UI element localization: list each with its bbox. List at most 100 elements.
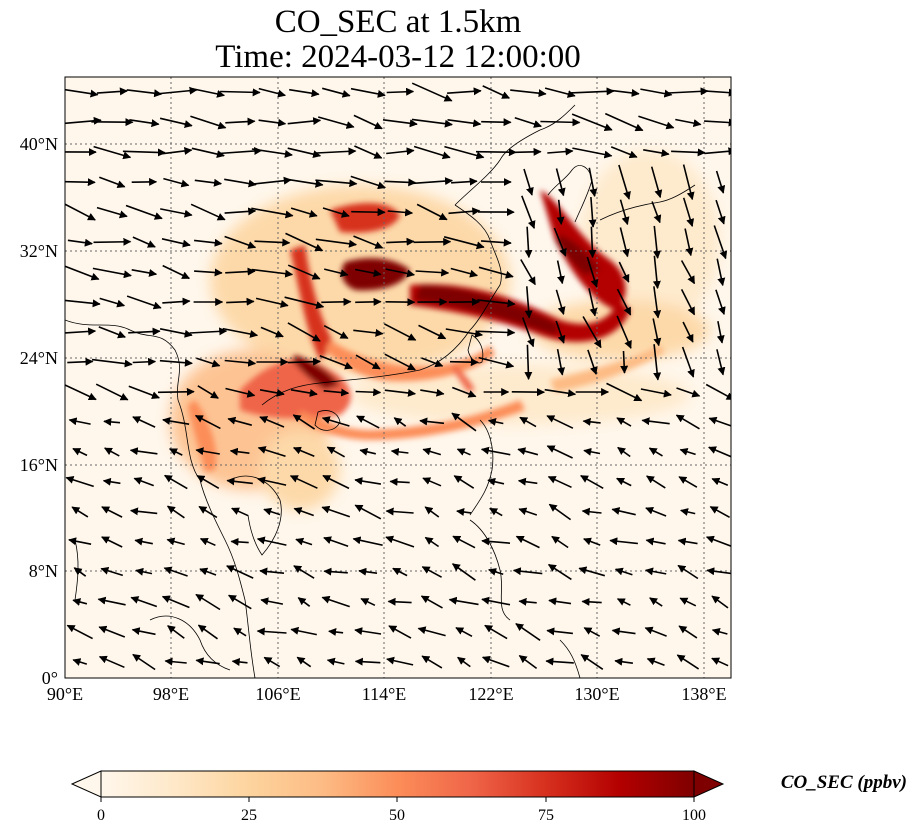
wind-arrow [224, 358, 257, 367]
wind-arrow [251, 268, 294, 278]
wind-arrow [555, 320, 566, 344]
wind-arrow [609, 88, 640, 97]
wind-arrow [285, 178, 324, 188]
wind-arrow [481, 118, 512, 127]
wind-arrow [98, 326, 126, 339]
wind-arrow [616, 477, 632, 487]
wind-arrow [480, 238, 512, 247]
wind-arrow [609, 537, 638, 546]
wind-arrow [133, 477, 154, 487]
wind-arrow [616, 417, 632, 427]
wind-arrow [424, 536, 440, 548]
colorbar-tick-label: 0 [97, 807, 105, 824]
wind-arrow [194, 178, 222, 187]
wind-arrow [524, 344, 533, 380]
wind-arrow [415, 268, 450, 277]
wind-arrow [163, 566, 188, 577]
wind-arrow [252, 176, 292, 185]
wind-arrow [640, 88, 673, 98]
wind-arrow [572, 147, 613, 159]
wind-arrow [220, 88, 261, 97]
wind-arrow [162, 417, 190, 425]
wind-arrow [478, 266, 514, 279]
wind-arrow [134, 537, 153, 546]
wind-arrow [260, 597, 284, 606]
wind-arrow [413, 237, 452, 246]
wind-arrow [456, 508, 472, 516]
wind-arrow [359, 447, 376, 456]
wind-arrow [386, 147, 415, 156]
wind-arrow [227, 416, 253, 426]
wind-arrow [132, 236, 156, 248]
wind-arrow [715, 199, 726, 225]
wind-arrow [443, 236, 485, 250]
wind-arrow [540, 118, 581, 127]
wind-arrow [518, 597, 537, 606]
wind-arrow [523, 168, 534, 196]
wind-arrow [520, 259, 536, 286]
y-tick-label: 32°N [20, 241, 58, 261]
colorbar-label: CO_SEC (ppbv) [781, 772, 907, 793]
wind-arrow [393, 417, 407, 427]
wind-arrow [424, 506, 440, 518]
wind-arrow [101, 506, 123, 518]
wind-arrow [231, 657, 248, 666]
wind-arrow [132, 357, 157, 366]
wind-arrow [581, 507, 602, 516]
wind-arrow [515, 623, 541, 641]
wind-arrow [616, 598, 631, 606]
wind-arrow [421, 655, 443, 669]
wind-arrow [711, 657, 729, 667]
wind-arrow [256, 536, 287, 546]
wind-arrow [445, 328, 483, 338]
wind-arrow [418, 324, 447, 340]
wind-arrow [350, 87, 386, 98]
wind-arrow [514, 117, 542, 128]
wind-arrow [517, 447, 539, 456]
wind-arrow [73, 567, 87, 577]
wind-arrow [586, 256, 599, 288]
wind-arrow [164, 657, 187, 666]
wind-arrow [551, 535, 569, 549]
wind-arrow [484, 624, 508, 640]
wind-arrow [448, 596, 479, 606]
wind-arrow [487, 477, 505, 486]
wind-arrow [195, 593, 221, 611]
wind-arrow [614, 567, 633, 576]
wind-arrow [671, 148, 706, 157]
wind-arrow [411, 82, 453, 102]
wind-arrow [254, 238, 291, 247]
wind-arrow [353, 328, 384, 337]
wind-arrow [682, 321, 694, 343]
wind-arrow [258, 87, 286, 98]
wind-arrow [317, 116, 355, 129]
wind-arrow [648, 447, 663, 457]
wind-arrow [354, 477, 382, 486]
wind-arrow [452, 535, 476, 549]
wind-arrow [614, 657, 634, 666]
wind-arrow [65, 88, 99, 98]
wind-arrow [353, 235, 384, 249]
wind-arrow [195, 447, 220, 456]
wind-arrow [556, 348, 566, 376]
wind-arrow [385, 268, 415, 278]
wind-arrow [555, 289, 566, 315]
wind-arrow [481, 596, 511, 606]
map-title-line-1: CO_SEC at 1.5km [274, 4, 522, 40]
wind-arrow [487, 418, 504, 426]
wind-arrow [548, 597, 572, 606]
wind-arrow [653, 344, 662, 381]
wind-arrow [384, 388, 416, 397]
wind-arrow [421, 566, 442, 578]
wind-arrow [580, 654, 604, 670]
wind-arrow [451, 177, 478, 186]
wind-arrow [126, 295, 162, 310]
wind-arrow [166, 537, 185, 546]
wind-arrow [611, 507, 636, 516]
wind-arrow [93, 145, 132, 160]
wind-arrow [191, 147, 225, 158]
wind-arrow [289, 88, 320, 98]
wind-arrow [164, 474, 188, 490]
wind-arrow [102, 477, 121, 486]
wind-arrow [619, 199, 630, 226]
